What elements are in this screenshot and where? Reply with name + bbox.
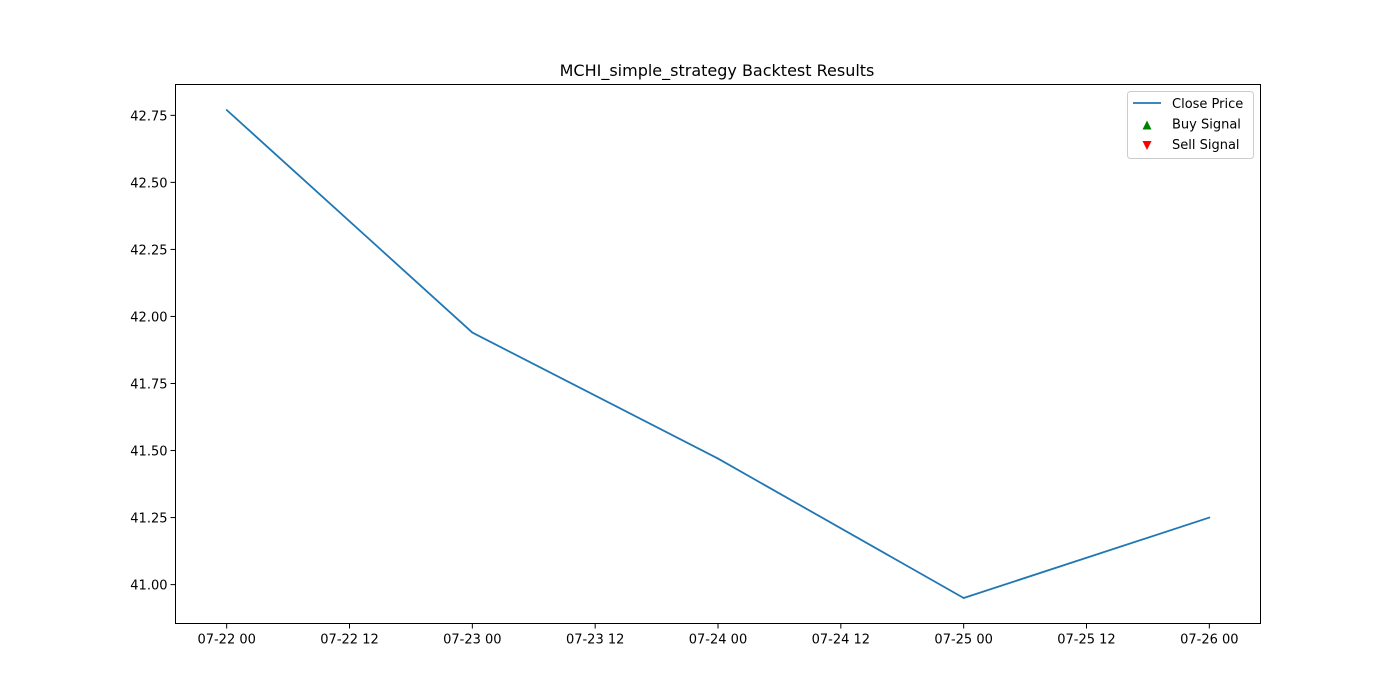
x-tick-label: 07-24 00 — [689, 633, 747, 648]
y-tick-label: 42.50 — [130, 176, 167, 191]
x-tick-label: 07-22 00 — [197, 633, 255, 648]
y-tick-label: 41.00 — [130, 579, 167, 594]
x-tick-label: 07-23 00 — [443, 633, 501, 648]
buy-signal-marker-icon — [1142, 120, 1152, 130]
x-tick-label: 07-23 12 — [566, 633, 624, 648]
data-point — [471, 331, 474, 334]
x-tick-label: 07-24 12 — [812, 633, 870, 648]
y-tick-label: 42.75 — [130, 109, 167, 124]
y-axis: 41.00 41.25 41.50 41.75 42.00 42.25 42.50 42.75 — [130, 109, 176, 594]
legend-label: Sell Signal — [1172, 138, 1240, 153]
sell-signal-marker-icon — [1142, 141, 1152, 150]
data-point — [225, 109, 228, 111]
legend: Close Price Buy Signal Sell Signal — [1127, 91, 1254, 159]
x-tick-label: 07-25 00 — [934, 633, 992, 648]
plot-area — [225, 109, 1211, 599]
y-tick-label: 42.00 — [130, 310, 167, 325]
x-tick-label: 07-22 12 — [320, 633, 378, 648]
legend-box — [1127, 91, 1254, 159]
y-tick-label: 41.25 — [130, 512, 167, 527]
data-point — [717, 457, 719, 460]
y-tick-label: 41.75 — [130, 377, 167, 392]
x-tick-label: 07-26 00 — [1180, 633, 1238, 648]
x-tick-label: 07-25 12 — [1057, 633, 1115, 648]
data-point — [1208, 516, 1211, 519]
y-tick-label: 41.50 — [130, 445, 167, 460]
axes-frame — [175, 84, 1261, 624]
legend-label: Buy Signal — [1172, 118, 1241, 133]
data-point — [962, 597, 965, 599]
x-axis: 07-22 00 07-22 12 07-23 00 07-23 12 07-24 00… — [197, 623, 1239, 648]
y-tick-label: 42.25 — [130, 243, 167, 258]
chart-title: MCHI_simple_strategy Backtest Results — [560, 61, 875, 81]
legend-label: Close Price — [1172, 97, 1243, 112]
